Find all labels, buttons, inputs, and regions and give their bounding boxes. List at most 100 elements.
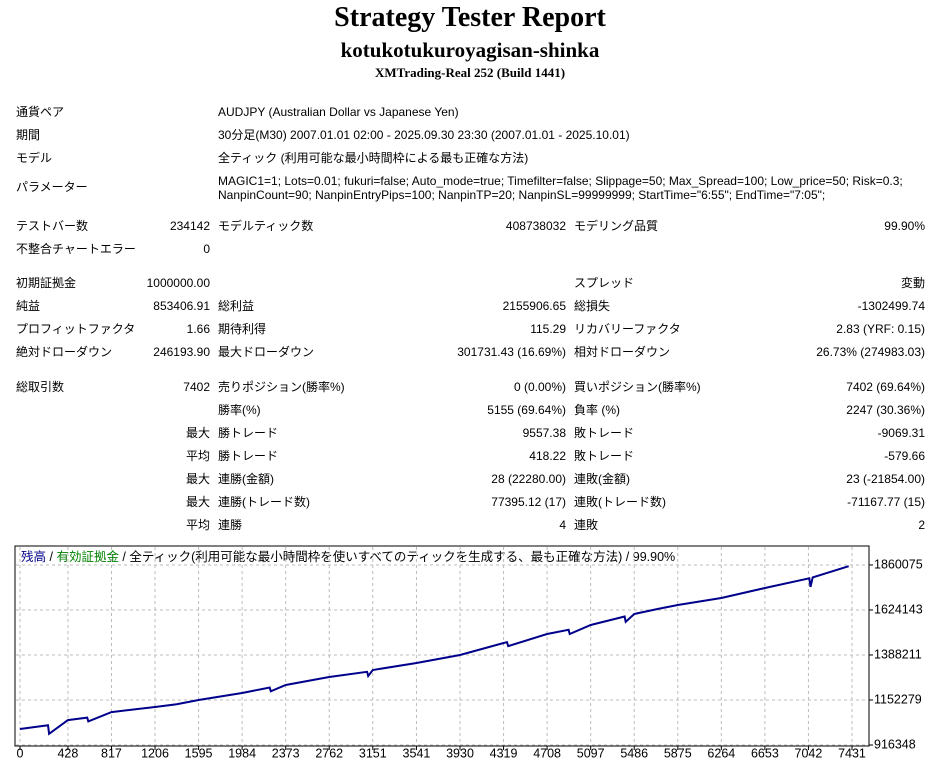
x-tick-label: 4708 bbox=[533, 746, 561, 760]
field-value: 変動 bbox=[900, 276, 925, 290]
legend-sep: / bbox=[622, 550, 632, 564]
field-label: モデルティック数 bbox=[218, 219, 314, 233]
field-value: 1000000.00 bbox=[146, 276, 210, 290]
row: プロフィットファクタ 1.66 期待利得 115.29 リカバリーファクタ 2.83 (Y… bbox=[0, 318, 940, 341]
row: パラメーター MAGIC1=1; Lots=0.01; fukuri=false;… bbox=[0, 170, 940, 205]
field-value: 77395.12 (17) bbox=[491, 495, 566, 509]
field-value: -9069.31 bbox=[877, 426, 925, 440]
section: 通貨ペア AUDJPY (Australian Dollar vs Japanes… bbox=[0, 101, 940, 205]
row: 期間 30分足(M30) 2007.01.01 02:00 - 2025.09.3… bbox=[0, 124, 940, 147]
legend-sep: / bbox=[46, 550, 56, 564]
field-value: 2 bbox=[918, 518, 925, 532]
x-tick-label: 5486 bbox=[620, 746, 648, 760]
field-label: 総利益 bbox=[218, 299, 255, 313]
x-tick-label: 3151 bbox=[359, 746, 387, 760]
field-label: 買いポジション(勝率%) bbox=[574, 380, 701, 394]
y-tick-label: 1388211 bbox=[874, 647, 922, 661]
field-label: リカバリーファクタ bbox=[574, 322, 681, 336]
server-name: XMTrading-Real 252 (Build 1441) bbox=[374, 65, 566, 80]
field-label: 負率 (%) bbox=[574, 403, 620, 417]
field-value: 全ティック (利用可能な最小時間枠による最も正確な方法) bbox=[218, 151, 529, 165]
field-label: 絶対ドローダウン bbox=[16, 345, 113, 359]
field-label: 相対ドローダウン bbox=[574, 345, 671, 359]
legend: 残高 / 有効証拠金 / 全ティック(利用可能な最小時間枠を使いすべてのティック… bbox=[21, 549, 675, 564]
row: 初期証拠金 1000000.00 スプレッド 変動 bbox=[0, 272, 940, 295]
field-value: MAGIC1=1; Lots=0.01; fukuri=false; Auto_… bbox=[218, 174, 903, 202]
field-value: 246193.90 bbox=[153, 345, 210, 359]
row: 平均 連勝 4 連敗 2 bbox=[0, 514, 940, 537]
field-value: 平均 bbox=[185, 518, 210, 532]
field-label: 勝トレード bbox=[218, 426, 279, 440]
x-tick-label: 817 bbox=[101, 746, 122, 760]
field-value: 418.22 bbox=[529, 449, 566, 463]
field-value: 7402 bbox=[183, 380, 210, 394]
field-value: AUDJPY (Australian Dollar vs Japanese Ye… bbox=[218, 105, 459, 119]
legend-description: 全ティック(利用可能な最小時間枠を使いすべてのティックを生成する、最も正確な方法… bbox=[129, 549, 622, 564]
x-tick-label: 7042 bbox=[795, 746, 823, 760]
section: 初期証拠金 1000000.00 スプレッド 変動純益 853406.91 総利益 2155… bbox=[0, 272, 940, 364]
field-value: 5155 (69.64%) bbox=[487, 403, 566, 417]
field-label: 敗トレード bbox=[574, 426, 635, 440]
chart: 残高 / 有効証拠金 / 全ティック(利用可能な最小時間枠を使いすべてのティック… bbox=[14, 545, 923, 760]
field-label: スプレッド bbox=[574, 276, 635, 290]
field-value: 7402 (69.64%) bbox=[846, 380, 925, 394]
x-tick-label: 4319 bbox=[490, 746, 518, 760]
field-label: 連勝 bbox=[218, 518, 243, 532]
field-value: -579.66 bbox=[884, 449, 925, 463]
field-value: 301731.43 (16.69%) bbox=[457, 345, 566, 359]
y-tick-label: 1152279 bbox=[874, 692, 922, 706]
field-value: -71167.77 (15) bbox=[847, 495, 925, 509]
row: 勝率(%) 5155 (69.64%) 負率 (%) 2247 (30.36%) bbox=[0, 399, 940, 422]
row: 最大 連勝(金額) 28 (22280.00) 連敗(金額) 23 (-21854.00… bbox=[0, 468, 940, 491]
field-label: 連敗(トレード数) bbox=[574, 495, 666, 509]
field-label: 初期証拠金 bbox=[16, 276, 77, 290]
field-value: 最大 bbox=[185, 426, 210, 440]
x-tick-label: 2762 bbox=[315, 746, 343, 760]
row: 通貨ペア AUDJPY (Australian Dollar vs Japanes… bbox=[0, 101, 940, 124]
balance-line bbox=[19, 565, 849, 736]
row: 純益 853406.91 総利益 2155906.65 総損失 -1302499.74 bbox=[0, 295, 940, 318]
x-tick-label: 6653 bbox=[751, 746, 779, 760]
field-value: 1.66 bbox=[186, 322, 210, 336]
x-tick-label: 1206 bbox=[141, 746, 169, 760]
field-label: プロフィットファクタ bbox=[16, 322, 136, 336]
field-value: 99.90% bbox=[884, 219, 925, 233]
x-tick-label: 7431 bbox=[838, 746, 866, 760]
legend-balance: 残高 bbox=[21, 549, 46, 564]
x-tick-label: 428 bbox=[57, 746, 78, 760]
x-tick-label: 1984 bbox=[228, 746, 256, 760]
field-value: 最大 bbox=[185, 495, 210, 509]
row: 最大 勝トレード 9557.38 敗トレード -9069.31 bbox=[0, 422, 940, 445]
field-value: -1302499.74 bbox=[857, 299, 925, 313]
row: テストバー数 234142 モデルティック数 408738032 モデリング品質 99.9… bbox=[0, 215, 940, 238]
field-label: 不整合チャートエラー bbox=[16, 242, 136, 256]
field-label: 勝トレード bbox=[218, 449, 279, 463]
field-label: 総取引数 bbox=[16, 380, 65, 394]
field-label: モデリング品質 bbox=[574, 219, 659, 233]
x-tick-label: 5875 bbox=[664, 746, 692, 760]
field-value: 408738032 bbox=[505, 219, 566, 233]
field-label: パラメーター bbox=[16, 180, 88, 194]
section: 総取引数 7402 売りポジション(勝率%) 0 (0.00%) 買いポジション(勝率%… bbox=[0, 376, 940, 537]
field-value: 9557.38 bbox=[522, 426, 566, 440]
y-tick-label: 1624143 bbox=[874, 602, 923, 616]
field-value: 0 bbox=[203, 242, 210, 256]
row: 最大 連勝(トレード数) 77395.12 (17) 連敗(トレード数) -71167.… bbox=[0, 491, 940, 514]
field-value: 0 (0.00%) bbox=[513, 380, 566, 394]
field-label: 連敗(金額) bbox=[574, 472, 630, 486]
y-tick-label: 1860075 bbox=[874, 557, 923, 571]
x-tick-label: 3930 bbox=[446, 746, 474, 760]
row: 平均 勝トレード 418.22 敗トレード -579.66 bbox=[0, 445, 940, 468]
field-label: 純益 bbox=[16, 299, 41, 313]
legend-sep: / bbox=[119, 550, 129, 564]
field-value: 26.73% (274983.03) bbox=[816, 345, 925, 359]
legend-quality: 99.90% bbox=[633, 550, 675, 564]
field-value: 234142 bbox=[169, 219, 210, 233]
field-value: 最大 bbox=[185, 472, 210, 486]
row: 総取引数 7402 売りポジション(勝率%) 0 (0.00%) 買いポジション(勝率%… bbox=[0, 376, 940, 399]
field-value: 2.83 (YRF: 0.15) bbox=[836, 322, 925, 336]
field-value: 30分足(M30) 2007.01.01 02:00 - 2025.09.30 … bbox=[218, 128, 630, 142]
legend-equity: 有効証拠金 bbox=[56, 549, 119, 564]
x-tick-label: 5097 bbox=[577, 746, 605, 760]
